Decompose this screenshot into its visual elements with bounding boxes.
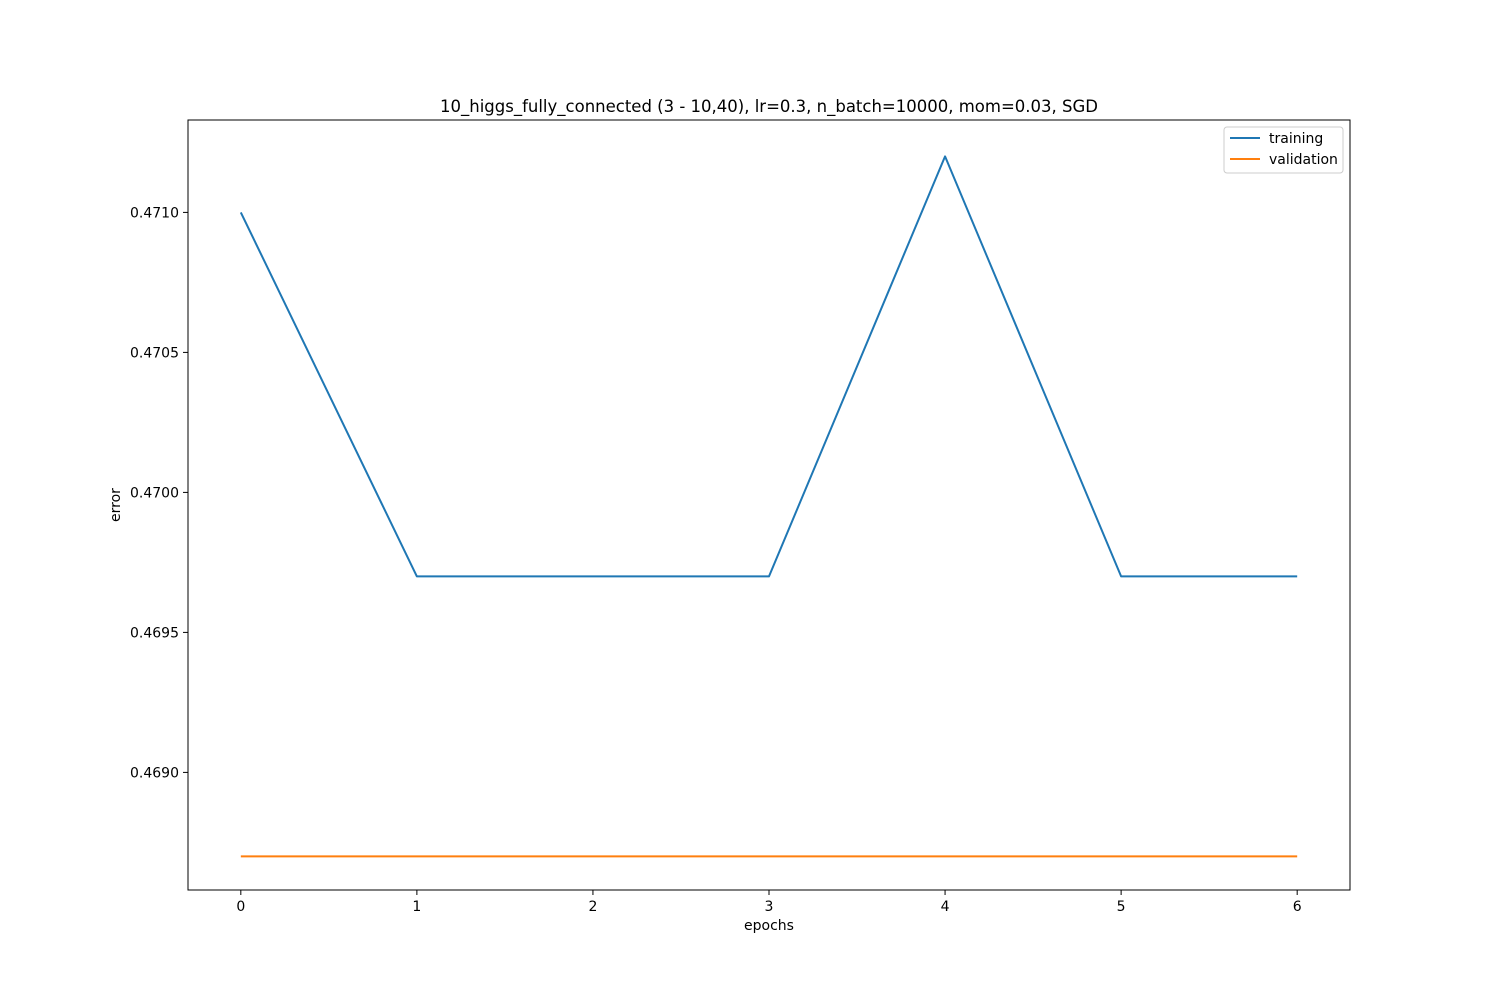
y-axis: 0.4690 0.4695 0.4700 0.4705 0.4710 [130, 205, 188, 781]
x-tick-label: 6 [1293, 899, 1302, 915]
x-tick-label: 0 [236, 899, 245, 915]
x-tick-label: 2 [588, 899, 597, 915]
y-tick-label: 0.4705 [130, 345, 179, 361]
y-tick-label: 0.4690 [130, 765, 179, 781]
y-axis-label: error [108, 488, 124, 522]
x-tick-label: 3 [765, 899, 774, 915]
x-axis: 0 1 2 3 4 5 6 [236, 890, 1302, 915]
x-tick-label: 4 [941, 899, 950, 915]
plot-background [188, 120, 1350, 890]
x-tick-label: 5 [1117, 899, 1126, 915]
x-tick-label: 1 [412, 899, 421, 915]
series-line-training [239, 155, 1298, 578]
x-axis-label: epochs [744, 918, 794, 934]
legend: training validation [1223, 126, 1344, 174]
legend-label-validation: validation [1269, 152, 1338, 168]
y-tick-label: 0.4695 [130, 625, 179, 641]
legend-label-training: training [1269, 131, 1323, 147]
plot-area [187, 119, 1351, 891]
y-tick-label: 0.4700 [130, 485, 179, 501]
y-tick-label: 0.4710 [130, 205, 179, 221]
series-group [239, 155, 1298, 858]
chart-title: 10_higgs_fully_connected (3 - 10,40), lr… [440, 97, 1098, 117]
